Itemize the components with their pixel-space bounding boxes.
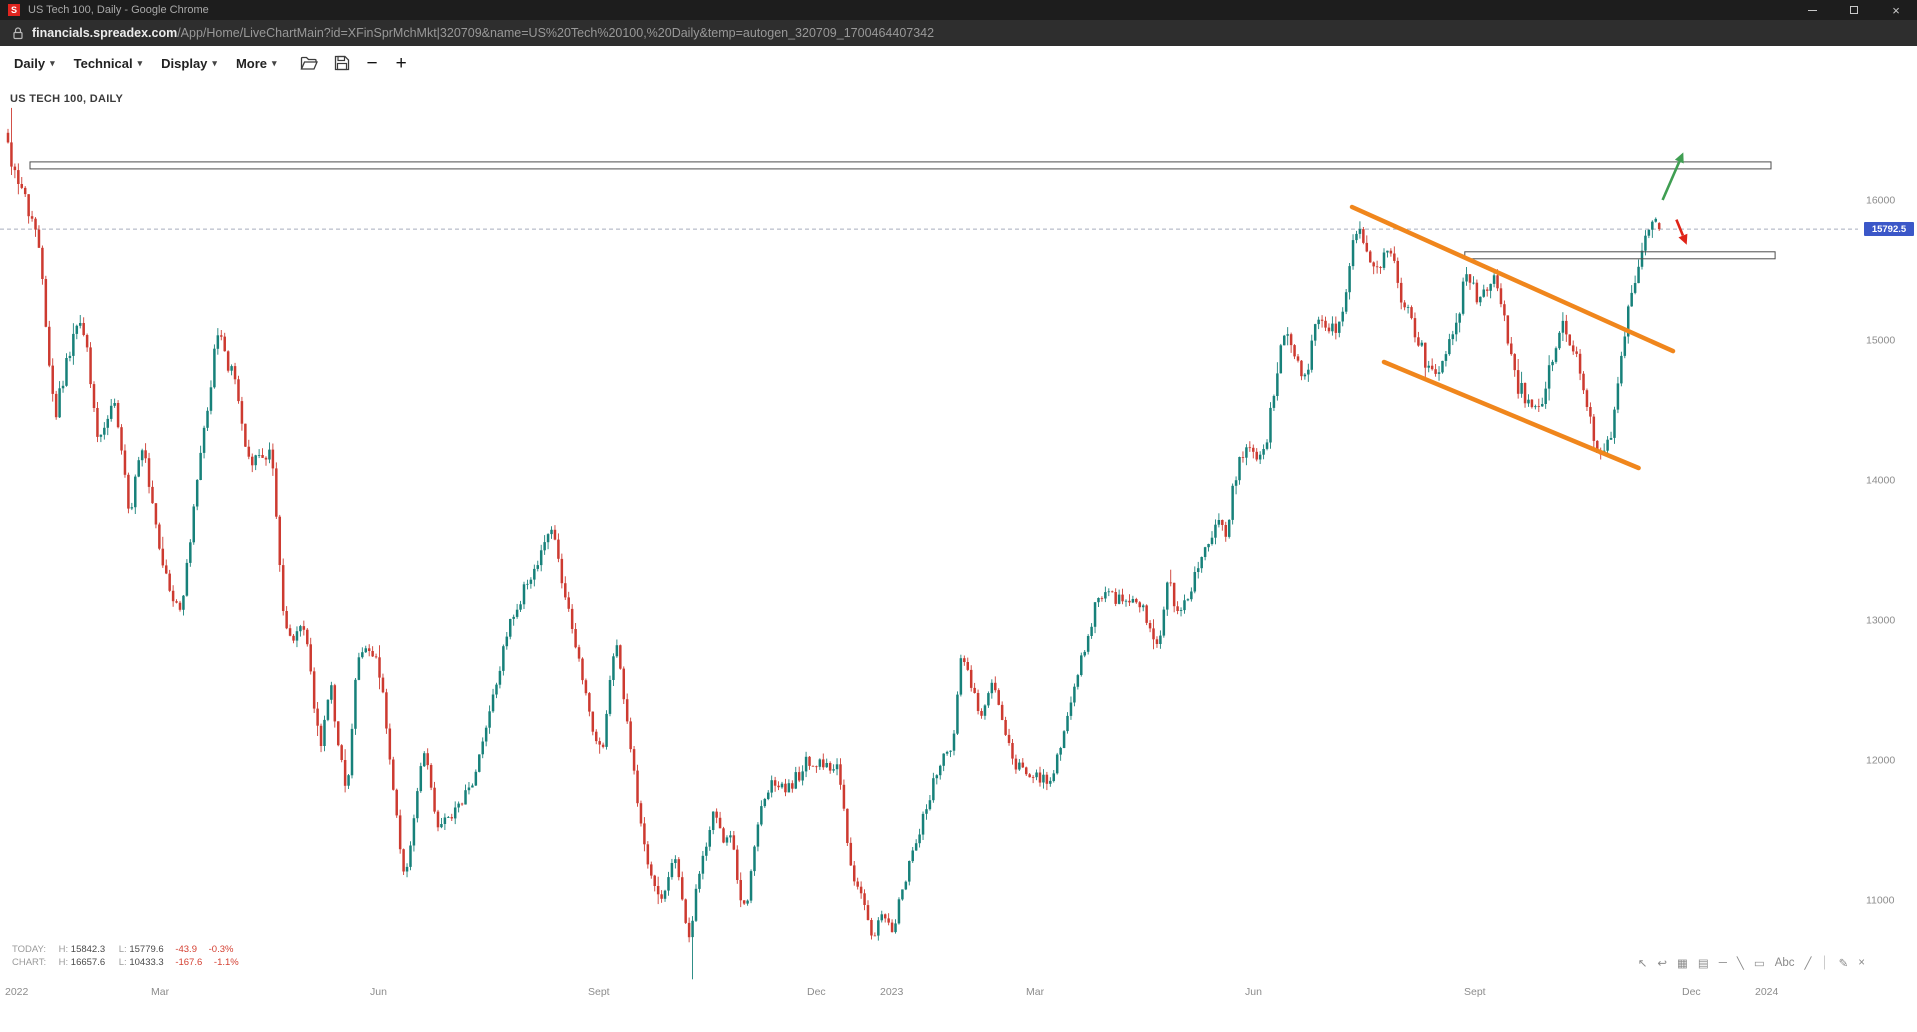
svg-text:14000: 14000 (1866, 475, 1895, 487)
rectangle-tool-icon[interactable]: ▭ (1753, 958, 1765, 970)
today-change-pct: -0.3% (208, 944, 234, 955)
window-controls: × (1791, 0, 1917, 20)
chevron-down-icon: ▾ (212, 57, 217, 68)
chart-area: 16000 15000 14000 13000 12000 11000 2022 Mar Jun… (0, 80, 1917, 1032)
lock-icon[interactable] (13, 26, 23, 40)
pointer-tool-icon[interactable]: ↖ (1637, 958, 1648, 970)
chart-stats-row: CHART: H: 16657.6 L: 10433.3 -167.6 -1.1… (12, 957, 248, 970)
chart-title: US TECH 100, DAILY (10, 93, 124, 105)
svg-text:Sept: Sept (588, 986, 610, 998)
trendline-tool-icon[interactable]: ─ (1718, 957, 1727, 969)
toolbar-separator: │ (1821, 957, 1829, 969)
menu-more[interactable]: More ▾ (235, 55, 277, 71)
chevron-down-icon: ▾ (272, 57, 277, 68)
chart-change: -167.6 (175, 956, 203, 968)
svg-text:11000: 11000 (1866, 895, 1895, 907)
today-low: 15779.6 (129, 944, 164, 955)
close-tool-icon[interactable]: × (1858, 957, 1865, 969)
svg-text:Dec: Dec (807, 986, 826, 998)
chart-high: 16657.6 (70, 956, 106, 968)
today-label: TODAY: (12, 944, 46, 955)
svg-text:Dec: Dec (1682, 986, 1701, 998)
chart-change-pct: -1.1% (213, 956, 239, 968)
chart-toolbar: Daily ▾ Technical ▾ Display ▾ More ▾ − + (0, 46, 1917, 80)
zoom-out-button[interactable]: − (366, 52, 378, 74)
url-domain: financials.spreadex.com (32, 26, 178, 40)
svg-text:12000: 12000 (1866, 755, 1895, 767)
spreadex-favicon: S (8, 4, 20, 16)
maximize-icon (1850, 6, 1858, 14)
svg-text:Jun: Jun (1245, 986, 1262, 998)
high-label: H: (58, 956, 69, 968)
window-titlebar: S US Tech 100, Daily - Google Chrome × (0, 0, 1917, 20)
svg-text:Jun: Jun (370, 986, 387, 998)
high-label: H: (58, 944, 69, 955)
menu-display[interactable]: Display ▾ (161, 55, 217, 71)
open-folder-icon[interactable] (300, 56, 318, 71)
today-stats-row: TODAY: H: 15842.3 L: 15779.6 -43.9 -0.3% (12, 944, 248, 957)
chart-type-tool-icon[interactable]: ▤ (1697, 958, 1709, 970)
current-price-badge: 15792.5 (1864, 222, 1914, 236)
connector-tool-icon[interactable]: ↩ (1657, 958, 1667, 970)
svg-text:15000: 15000 (1866, 335, 1895, 347)
svg-text:Sept: Sept (1464, 986, 1486, 998)
draw-toolbar: ↖ ↩ ▦ ▤ ─ ╲ ▭ Abc ╱ │ ✎ × (1638, 956, 1865, 970)
svg-text:13000: 13000 (1866, 615, 1895, 627)
ray-tool-icon[interactable]: ╲ (1736, 958, 1744, 970)
svg-text:2022: 2022 (5, 986, 29, 998)
url-text: financials.spreadex.com/App/Home/LiveCha… (32, 26, 934, 40)
pencil-tool-icon[interactable]: ✎ (1838, 958, 1849, 970)
price-stats: TODAY: H: 15842.3 L: 15779.6 -43.9 -0.3%… (12, 944, 248, 969)
today-high: 15842.3 (70, 944, 106, 955)
candlestick-chart[interactable]: 16000 15000 14000 13000 12000 11000 2022 Mar Jun… (0, 80, 1917, 1032)
svg-text:2023: 2023 (880, 986, 904, 998)
close-button[interactable]: × (1892, 2, 1900, 18)
svg-text:2024: 2024 (1755, 986, 1779, 998)
line-tool-icon[interactable]: ╱ (1804, 958, 1812, 970)
menu-technical[interactable]: Technical ▾ (73, 55, 143, 71)
minimize-button[interactable] (1791, 0, 1833, 20)
minimize-icon (1807, 9, 1817, 11)
text-tool-icon[interactable]: Abc (1774, 957, 1795, 969)
menu-daily[interactable]: Daily ▾ (14, 55, 55, 71)
chevron-down-icon: ▾ (137, 57, 143, 68)
svg-text:16000: 16000 (1866, 195, 1895, 207)
chart-label: CHART: (12, 956, 47, 968)
chart-low: 10433.3 (129, 956, 164, 968)
zoom-in-button[interactable]: + (395, 52, 407, 74)
today-change: -43.9 (175, 944, 197, 955)
maximize-button[interactable] (1833, 0, 1875, 20)
chevron-down-icon: ▾ (50, 57, 55, 68)
low-label: L: (118, 944, 127, 955)
window-title: US Tech 100, Daily - Google Chrome (28, 4, 209, 16)
grid-tool-icon[interactable]: ▦ (1676, 958, 1688, 970)
save-icon[interactable] (334, 55, 350, 71)
url-path: /App/Home/LiveChartMain?id=XFinSprMchMkt… (177, 26, 935, 40)
address-bar[interactable]: financials.spreadex.com/App/Home/LiveCha… (0, 20, 1917, 46)
svg-text:Mar: Mar (151, 986, 170, 998)
svg-text:Mar: Mar (1026, 986, 1045, 998)
low-label: L: (118, 956, 127, 968)
